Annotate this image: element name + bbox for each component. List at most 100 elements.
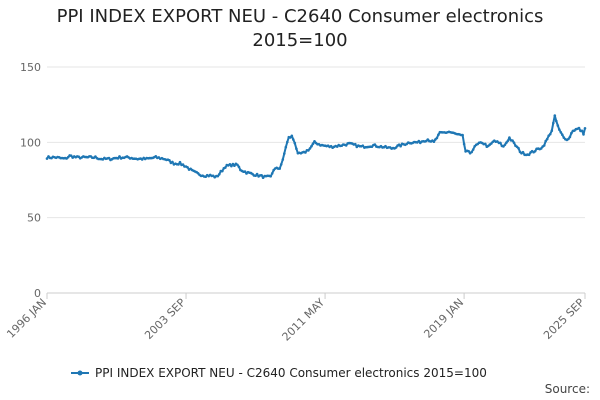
data-point[interactable] — [539, 147, 543, 150]
data-point[interactable] — [304, 151, 307, 154]
data-point[interactable] — [561, 133, 564, 136]
data-point[interactable] — [437, 133, 440, 136]
data-point[interactable] — [542, 144, 546, 147]
data-point[interactable] — [582, 133, 585, 136]
data-point[interactable] — [260, 174, 263, 177]
data-point[interactable] — [236, 163, 239, 167]
data-point[interactable] — [295, 147, 298, 151]
data-point[interactable] — [181, 163, 185, 166]
data-point[interactable] — [567, 137, 570, 141]
data-point[interactable] — [231, 162, 235, 166]
data-point[interactable] — [237, 165, 241, 169]
data-point[interactable] — [552, 121, 555, 125]
data-point[interactable] — [511, 139, 514, 142]
data-point[interactable] — [186, 166, 189, 169]
data-point[interactable] — [435, 136, 439, 140]
data-point[interactable] — [490, 142, 493, 145]
data-point[interactable] — [580, 129, 584, 133]
data-point[interactable] — [361, 144, 365, 147]
data-point[interactable] — [506, 139, 510, 143]
grid — [47, 66, 585, 294]
data-point[interactable] — [505, 141, 508, 144]
data-point[interactable] — [354, 142, 357, 146]
data-point[interactable] — [527, 153, 531, 157]
data-point[interactable] — [118, 155, 121, 158]
data-point[interactable] — [116, 157, 120, 160]
legend[interactable]: PPI INDEX EXPORT NEU - C2640 Consumer el… — [71, 366, 487, 380]
data-point[interactable] — [548, 132, 552, 136]
source-label[interactable]: Source: — [545, 382, 590, 396]
data-point[interactable] — [570, 131, 573, 135]
data-point[interactable] — [313, 140, 316, 143]
data-point[interactable] — [107, 156, 111, 160]
series-layer — [45, 114, 587, 179]
data-point[interactable] — [255, 172, 259, 176]
data-point[interactable] — [577, 126, 581, 130]
data-point[interactable] — [177, 163, 180, 166]
data-point[interactable] — [286, 140, 289, 144]
data-point[interactable] — [568, 135, 572, 139]
data-point[interactable] — [461, 133, 464, 137]
data-point[interactable] — [555, 119, 558, 123]
data-point[interactable] — [278, 167, 282, 170]
data-point[interactable] — [467, 149, 470, 153]
data-point[interactable] — [545, 137, 549, 141]
data-point[interactable] — [562, 136, 566, 139]
data-point[interactable] — [289, 136, 292, 139]
data-point[interactable] — [512, 141, 516, 144]
data-point[interactable] — [521, 150, 525, 154]
data-point[interactable] — [394, 146, 398, 149]
data-point[interactable] — [292, 138, 295, 141]
data-point[interactable] — [544, 139, 547, 143]
data-point[interactable] — [221, 169, 224, 173]
data-point[interactable] — [517, 146, 520, 150]
data-point[interactable] — [281, 158, 285, 161]
data-point[interactable] — [290, 134, 294, 138]
data-point[interactable] — [293, 141, 297, 145]
data-point[interactable] — [550, 129, 554, 132]
data-point[interactable] — [311, 142, 315, 145]
data-point[interactable] — [279, 163, 283, 166]
data-point[interactable] — [499, 141, 502, 145]
data-point[interactable] — [171, 160, 174, 164]
data-point[interactable] — [269, 175, 273, 178]
data-point[interactable] — [284, 145, 288, 149]
data-point[interactable] — [224, 166, 227, 169]
data-point[interactable] — [45, 157, 49, 160]
data-point[interactable] — [168, 159, 171, 162]
data-point[interactable] — [69, 154, 73, 157]
data-point[interactable] — [559, 131, 563, 134]
data-point[interactable] — [308, 147, 312, 150]
x-tick-label: 2025 SEP — [541, 296, 587, 342]
data-point[interactable] — [216, 174, 220, 178]
data-point[interactable] — [233, 164, 236, 167]
data-point[interactable] — [462, 142, 466, 146]
data-point[interactable] — [218, 173, 221, 176]
data-point[interactable] — [470, 150, 474, 154]
x-tick-label: 2019 JAN — [421, 296, 466, 341]
data-point[interactable] — [344, 144, 348, 147]
data-point[interactable] — [471, 148, 475, 151]
data-point[interactable] — [228, 163, 232, 166]
data-point[interactable] — [310, 144, 313, 148]
data-point[interactable] — [243, 170, 247, 173]
data-point[interactable] — [66, 155, 70, 159]
data-point[interactable] — [399, 144, 402, 148]
data-point[interactable] — [553, 114, 557, 117]
data-point[interactable] — [432, 140, 436, 143]
data-point[interactable] — [583, 127, 587, 130]
data-point[interactable] — [503, 143, 507, 147]
data-point[interactable] — [558, 128, 561, 131]
data-point[interactable] — [373, 143, 377, 146]
data-point[interactable] — [178, 160, 182, 164]
data-point[interactable] — [283, 152, 286, 155]
y-tick-label: 100 — [20, 136, 41, 149]
data-point[interactable] — [230, 164, 233, 168]
data-point[interactable] — [556, 124, 560, 127]
data-point[interactable] — [508, 136, 511, 139]
data-point[interactable] — [307, 149, 310, 152]
data-point[interactable] — [417, 139, 421, 143]
data-point[interactable] — [533, 150, 537, 153]
data-point[interactable] — [484, 142, 487, 146]
data-point[interactable] — [270, 172, 274, 175]
